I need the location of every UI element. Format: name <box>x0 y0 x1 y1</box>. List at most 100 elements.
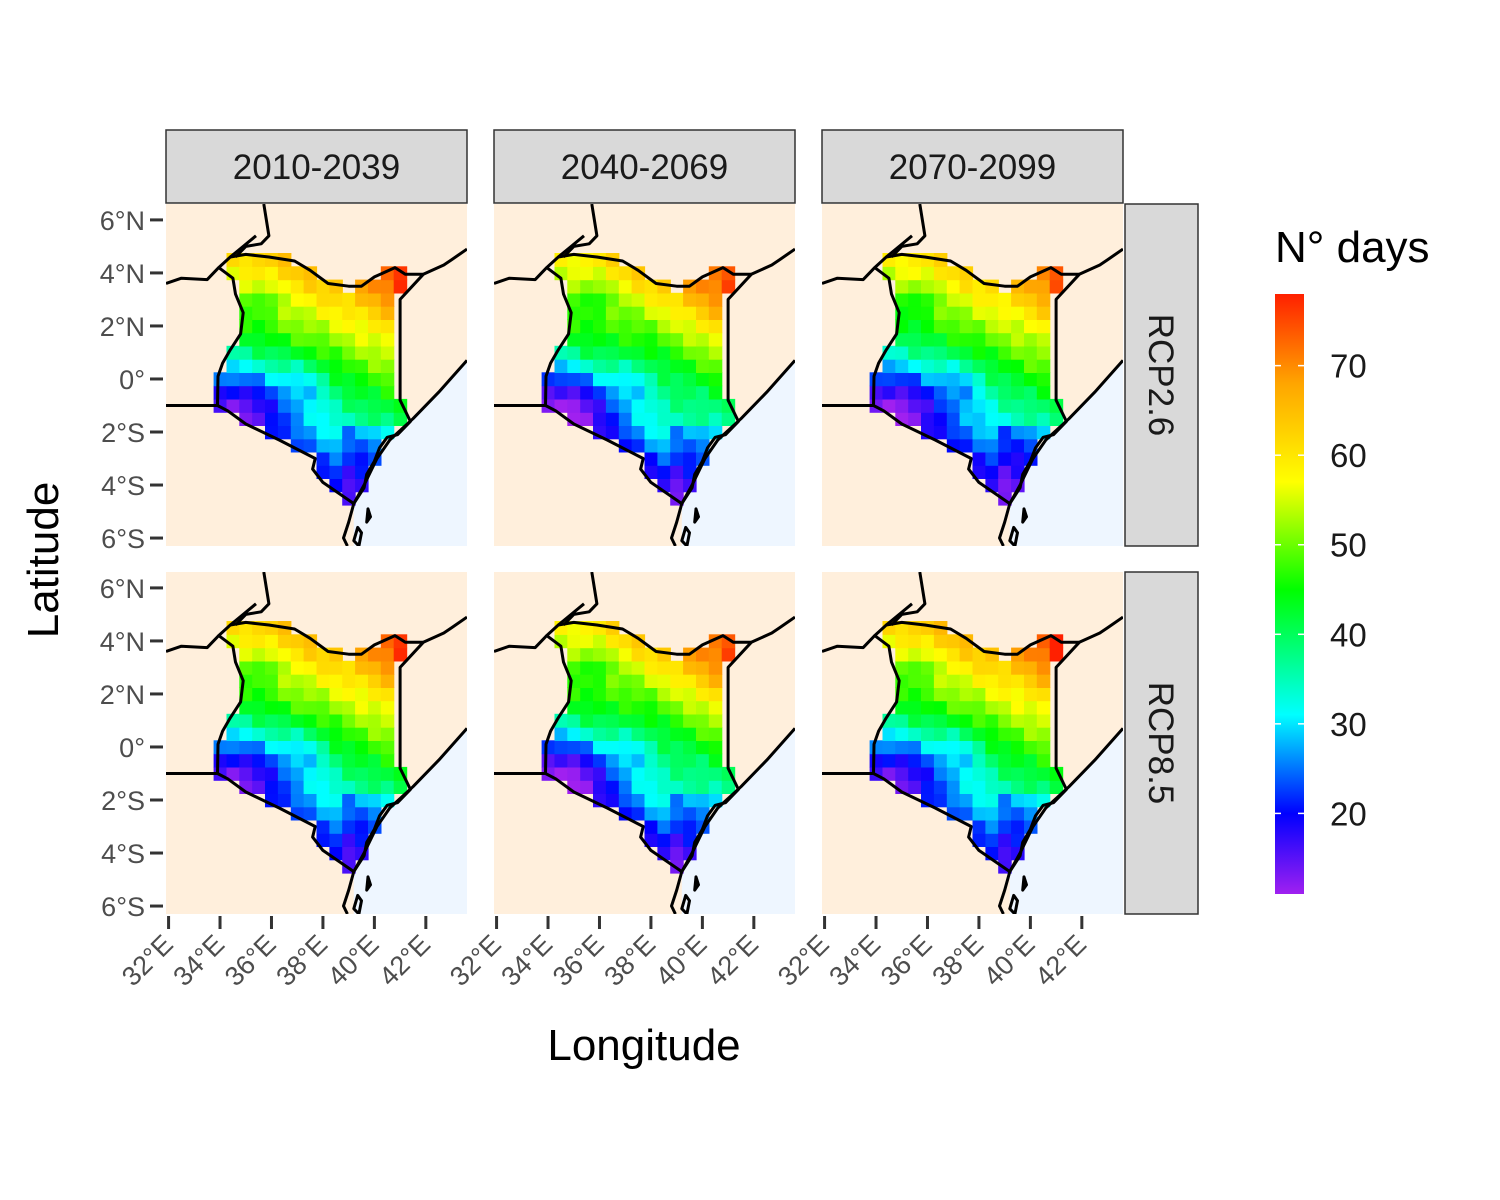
heat-cell <box>985 833 999 847</box>
heat-cell <box>342 846 356 861</box>
heat-cell <box>303 687 318 702</box>
heat-cell <box>567 332 581 347</box>
heat-cell <box>998 727 1012 741</box>
heat-cell <box>329 465 343 479</box>
heat-cell <box>355 425 369 440</box>
heat-cell <box>265 345 279 360</box>
heat-cell <box>316 359 330 373</box>
heat-cell <box>303 727 318 741</box>
heat-cell <box>393 780 408 794</box>
heat-cell <box>368 279 382 294</box>
heat-cell <box>670 753 684 768</box>
heat-cell <box>303 372 318 387</box>
heat-cell <box>908 740 922 755</box>
heat-cell <box>316 372 330 387</box>
heat-cell <box>959 385 974 400</box>
heat-cell <box>316 660 330 675</box>
heat-cell <box>882 359 896 373</box>
heat-cell <box>708 372 723 387</box>
heat-cell <box>657 793 671 808</box>
heat-cell <box>252 634 266 649</box>
row-strip-label: RCP8.5 <box>1141 682 1180 805</box>
heat-cell <box>696 793 710 808</box>
x-tick-label: 40°E <box>650 929 713 992</box>
heat-cell <box>1036 292 1051 307</box>
heat-cell <box>1049 780 1064 794</box>
heat-cell <box>869 372 884 387</box>
heat-cell <box>972 753 986 768</box>
heat-cell <box>908 306 922 320</box>
heat-cell <box>567 700 581 715</box>
heat-cell <box>554 766 568 781</box>
heat-cell <box>708 412 723 426</box>
heat-cell <box>657 819 671 834</box>
heat-cell <box>342 451 356 466</box>
heat-cell <box>329 740 343 755</box>
legend-ticks: 70 60 50 40 30 20 <box>1275 348 1367 832</box>
heat-cell <box>696 359 710 373</box>
heat-cell <box>252 674 266 688</box>
heat-cell <box>541 740 556 755</box>
heat-cell <box>998 292 1012 307</box>
heat-cell <box>277 687 292 702</box>
heat-cell <box>265 727 279 741</box>
heat-cell <box>1011 753 1025 768</box>
heat-cell <box>631 385 646 400</box>
x-tick-label: 32°E <box>772 929 835 992</box>
kenya-border <box>872 252 1081 506</box>
heat-cell <box>1024 766 1038 781</box>
heat-cell <box>567 345 581 360</box>
heat-cell <box>946 412 961 426</box>
heat-cell <box>959 306 974 320</box>
heat-cell <box>605 266 620 281</box>
heat-cell <box>380 292 395 307</box>
heat-cell <box>316 819 330 834</box>
heat-cell <box>985 465 999 479</box>
heat-cell <box>1011 425 1025 440</box>
heat-cell <box>921 319 935 334</box>
coastline <box>680 727 795 873</box>
heat-cell <box>605 727 620 741</box>
heat-cell <box>696 674 710 688</box>
heat-cell <box>567 372 581 387</box>
heat-cell <box>670 372 684 387</box>
heat-cell <box>972 713 986 728</box>
heat-cell <box>290 279 305 294</box>
heat-cell <box>908 634 922 649</box>
heat-cell <box>618 345 633 360</box>
row-strip <box>1124 571 1199 915</box>
heat-cell <box>1024 332 1038 347</box>
heat-cell <box>998 398 1012 413</box>
heat-cell <box>631 412 646 426</box>
heat-cell <box>342 306 356 320</box>
heat-cell <box>895 753 909 768</box>
legend-colorbar <box>1275 294 1304 894</box>
heat-cell <box>316 438 330 453</box>
heat-cell <box>303 647 318 662</box>
sudan-border <box>562 572 599 627</box>
heat-cell <box>342 359 356 373</box>
heat-cell <box>998 793 1012 808</box>
heat-cell <box>670 766 684 781</box>
heat-cell <box>933 385 948 400</box>
heat-cell <box>696 687 710 702</box>
heat-cell <box>644 660 658 675</box>
y-tick-label: 2°N <box>100 680 145 710</box>
heat-cell <box>708 292 723 307</box>
heat-cell <box>1011 713 1025 728</box>
heat-cell <box>1011 793 1025 808</box>
indian-ocean <box>353 360 467 546</box>
legend: N° days 70 60 50 40 30 20 <box>1275 223 1430 894</box>
heat-cell <box>567 621 581 635</box>
heat-cell <box>618 266 633 281</box>
heat-cell <box>882 766 896 781</box>
heat-cell <box>239 359 253 373</box>
heat-cell <box>290 740 305 755</box>
heat-cell <box>580 359 594 373</box>
heat-cell <box>316 687 330 702</box>
heat-cell <box>265 766 279 781</box>
heat-cell <box>908 385 922 400</box>
heat-cell <box>644 359 658 373</box>
heat-cell <box>708 727 723 741</box>
heat-cell <box>265 253 279 267</box>
